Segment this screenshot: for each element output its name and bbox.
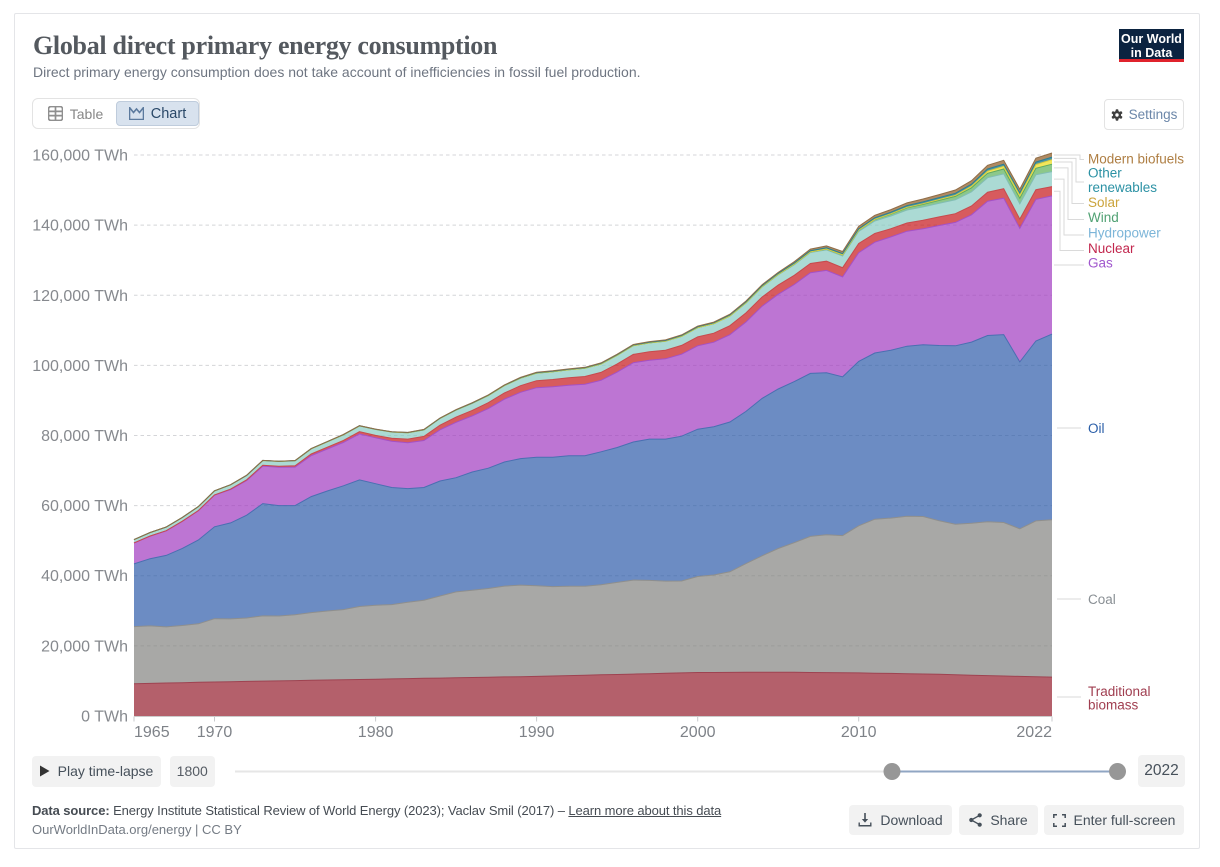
svg-text:1965: 1965 [134, 724, 170, 741]
svg-text:1970: 1970 [197, 724, 233, 741]
svg-text:140,000 TWh: 140,000 TWh [32, 218, 128, 235]
svg-text:Nuclear: Nuclear [1088, 241, 1135, 256]
svg-text:2000: 2000 [680, 724, 716, 741]
svg-text:Gas: Gas [1088, 256, 1113, 271]
svg-text:20,000 TWh: 20,000 TWh [41, 638, 128, 655]
svg-text:1980: 1980 [358, 724, 394, 741]
svg-text:160,000 TWh: 160,000 TWh [32, 148, 128, 165]
svg-text:80,000 TWh: 80,000 TWh [41, 428, 128, 445]
svg-text:100,000 TWh: 100,000 TWh [32, 358, 128, 375]
svg-text:2022: 2022 [1016, 724, 1052, 741]
svg-text:2010: 2010 [841, 724, 877, 741]
svg-text:120,000 TWh: 120,000 TWh [32, 288, 128, 305]
svg-text:Oil: Oil [1088, 421, 1105, 436]
svg-text:Wind: Wind [1088, 210, 1119, 225]
svg-text:Modern biofuels: Modern biofuels [1088, 152, 1184, 167]
svg-text:Coal: Coal [1088, 592, 1116, 607]
svg-text:Hydropower: Hydropower [1088, 225, 1161, 240]
svg-text:Traditional: Traditional [1088, 684, 1151, 699]
svg-text:renewables: renewables [1088, 180, 1157, 195]
svg-text:1990: 1990 [519, 724, 555, 741]
svg-text:0 TWh: 0 TWh [81, 709, 128, 726]
svg-text:Solar: Solar [1088, 195, 1120, 210]
svg-text:60,000 TWh: 60,000 TWh [41, 498, 128, 515]
svg-text:40,000 TWh: 40,000 TWh [41, 568, 128, 585]
svg-text:Other: Other [1088, 166, 1122, 181]
svg-text:biomass: biomass [1088, 698, 1139, 713]
